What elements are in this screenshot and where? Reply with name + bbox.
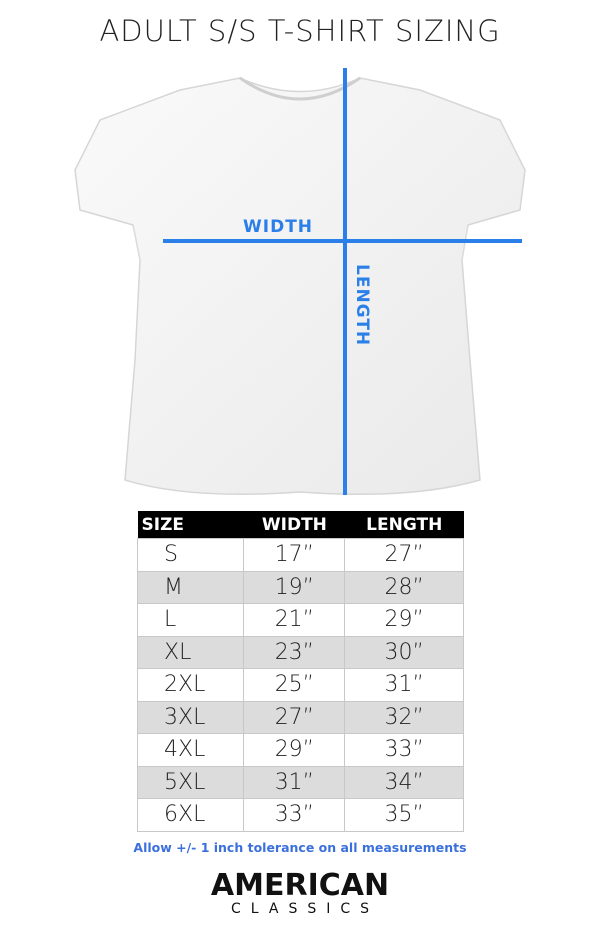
cell-size: XL (136, 635, 245, 669)
table-row: L 21” 29” (136, 603, 464, 637)
cell-length: 27” (344, 538, 464, 572)
table-row: M 19” 28” (136, 570, 464, 604)
cell-size: S (136, 538, 245, 572)
cell-width: 19” (243, 570, 346, 604)
cell-size: 4XL (136, 733, 245, 767)
header-length: LENGTH (344, 511, 464, 539)
brand-logo-line2: CLASSICS (230, 901, 380, 917)
width-label: WIDTH (243, 217, 314, 237)
cell-width: 25” (243, 668, 346, 702)
cell-width: 27” (243, 700, 346, 734)
cell-length: 32” (344, 700, 464, 734)
table-row: 4XL 29” 33” (136, 733, 464, 767)
table-row: 2XL 25” 31” (136, 668, 464, 702)
cell-length: 30” (344, 635, 464, 669)
size-chart-table: SIZE WIDTH LENGTH S 17” 27” M 19” 28” L 21” 29” X… (136, 511, 464, 832)
cell-length: 34” (344, 765, 464, 799)
tolerance-note: Allow +/- 1 inch tolerance on all measur… (133, 840, 467, 855)
cell-size: 2XL (136, 668, 245, 702)
header-size: SIZE (137, 511, 244, 539)
length-label: LENGTH (352, 264, 372, 347)
tshirt-image (74, 76, 526, 496)
table-row: S 17” 27” (136, 538, 464, 572)
header-width: WIDTH (243, 511, 345, 539)
cell-size: 3XL (136, 700, 245, 734)
table-row: XL 23” 30” (136, 635, 464, 669)
cell-width: 33” (243, 798, 346, 832)
cell-length: 35” (344, 798, 464, 832)
cell-size: 6XL (136, 798, 245, 832)
length-measure-line (343, 68, 347, 495)
cell-width: 29” (243, 733, 346, 767)
width-measure-line (163, 239, 522, 243)
cell-length: 28” (344, 570, 464, 604)
cell-size: L (136, 603, 245, 637)
table-row: 6XL 33” 35” (136, 798, 464, 832)
brand-logo-line1: AMERICAN (210, 868, 390, 903)
cell-length: 29” (344, 603, 464, 637)
table-header: SIZE WIDTH LENGTH (137, 511, 464, 539)
cell-length: 33” (344, 733, 464, 767)
page-title: ADULT S/S T-SHIRT SIZING (99, 14, 501, 48)
cell-size: 5XL (136, 765, 245, 799)
table-row: 5XL 31” 34” (136, 765, 464, 799)
table-row: 3XL 27” 32” (136, 700, 464, 734)
cell-width: 17” (243, 538, 346, 572)
cell-width: 21” (243, 603, 346, 637)
cell-width: 31” (243, 765, 346, 799)
cell-length: 31” (344, 668, 464, 702)
cell-size: M (136, 570, 245, 604)
cell-width: 23” (243, 635, 346, 669)
